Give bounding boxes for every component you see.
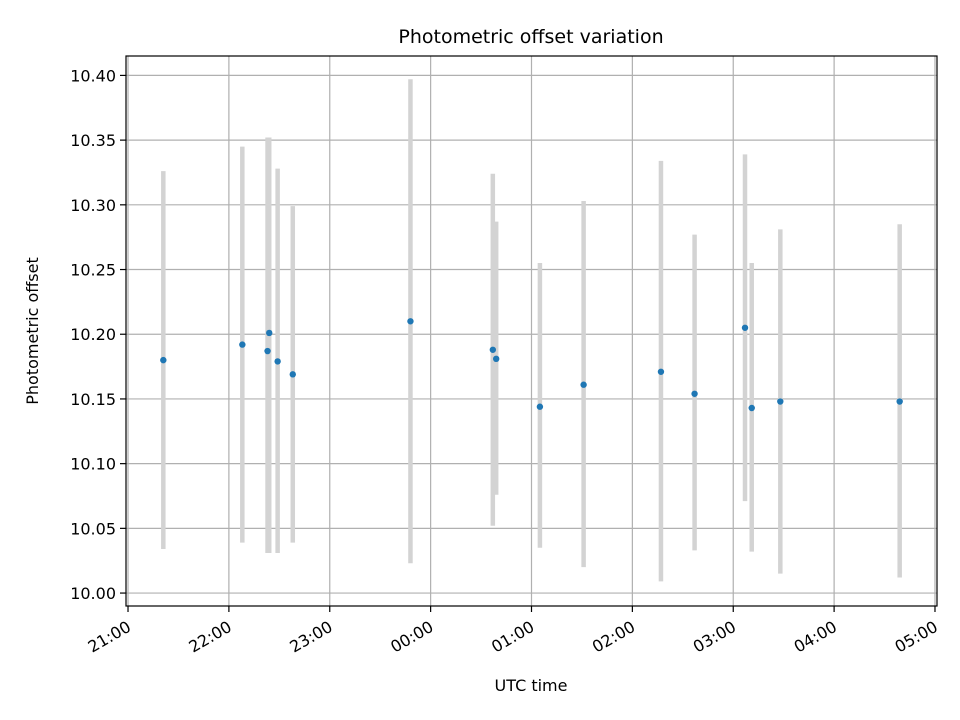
data-point [289,371,296,378]
data-point [239,341,246,348]
y-tick-label: 10.00 [70,584,116,603]
y-tick-label: 10.25 [70,261,116,280]
data-point [489,346,497,353]
grid [126,56,937,606]
data-point [896,398,903,405]
y-tick-label: 10.10 [70,455,116,474]
data-point [266,329,273,337]
data-point [580,381,587,388]
chart-title: Photometric offset variation [398,26,663,48]
y-tick-label: 10.30 [70,196,116,215]
y-axis-label: Photometric offset [23,257,42,405]
data-point [407,318,414,325]
data-point [748,404,755,412]
data-point [777,398,784,405]
y-tick-label: 10.15 [70,390,116,409]
data-point [691,390,698,397]
y-tick-label: 10.20 [70,325,116,344]
y-tick-label: 10.40 [70,66,116,85]
data-point [264,347,271,355]
data-point [492,355,500,363]
data-point [536,403,544,410]
x-axis-label: UTC time [495,676,568,695]
data-points [160,318,903,412]
data-point [657,368,665,375]
y-axis-ticks: 10.00 10.05 10.10 10.15 10.20 10.25 10.30 10.35… [70,66,126,603]
y-tick-label: 10.35 [70,131,116,150]
data-point [741,324,749,331]
data-point [274,358,281,365]
data-point [160,356,167,364]
y-tick-label: 10.05 [70,519,116,538]
